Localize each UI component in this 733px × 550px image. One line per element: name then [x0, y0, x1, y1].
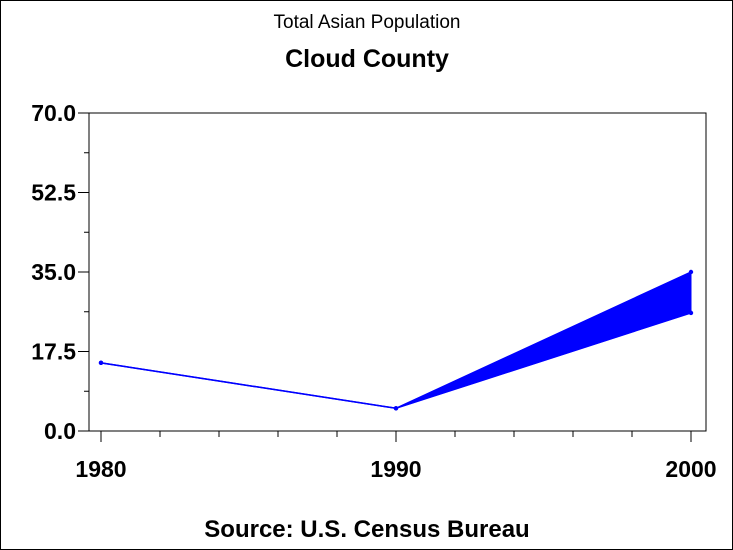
y-tick-label: 17.5	[31, 339, 76, 365]
data-point	[98, 360, 104, 366]
y-tick-label: 0.0	[44, 418, 76, 444]
x-tick-label: 1990	[370, 456, 421, 482]
y-axis: 0.0 17.5 35.0 52.5 70.0	[31, 100, 89, 444]
x-tick-label: 1980	[75, 456, 126, 482]
chart-subtitle: Cloud County	[285, 45, 449, 73]
series-band	[100, 271, 692, 409]
plot-area	[88, 112, 707, 432]
x-axis: 1980 1990 2000	[75, 431, 717, 482]
y-tick-label: 52.5	[31, 180, 76, 206]
y-tick-label: 70.0	[31, 100, 76, 126]
y-tick-label: 35.0	[31, 259, 76, 285]
data-point	[393, 406, 399, 411]
source-note: Source: U.S. Census Bureau	[204, 516, 529, 543]
chart-title: Total Asian Population	[274, 12, 461, 33]
data-point	[688, 310, 694, 316]
series-layer	[98, 269, 694, 411]
data-point	[688, 269, 694, 275]
x-tick-label: 2000	[665, 456, 716, 482]
